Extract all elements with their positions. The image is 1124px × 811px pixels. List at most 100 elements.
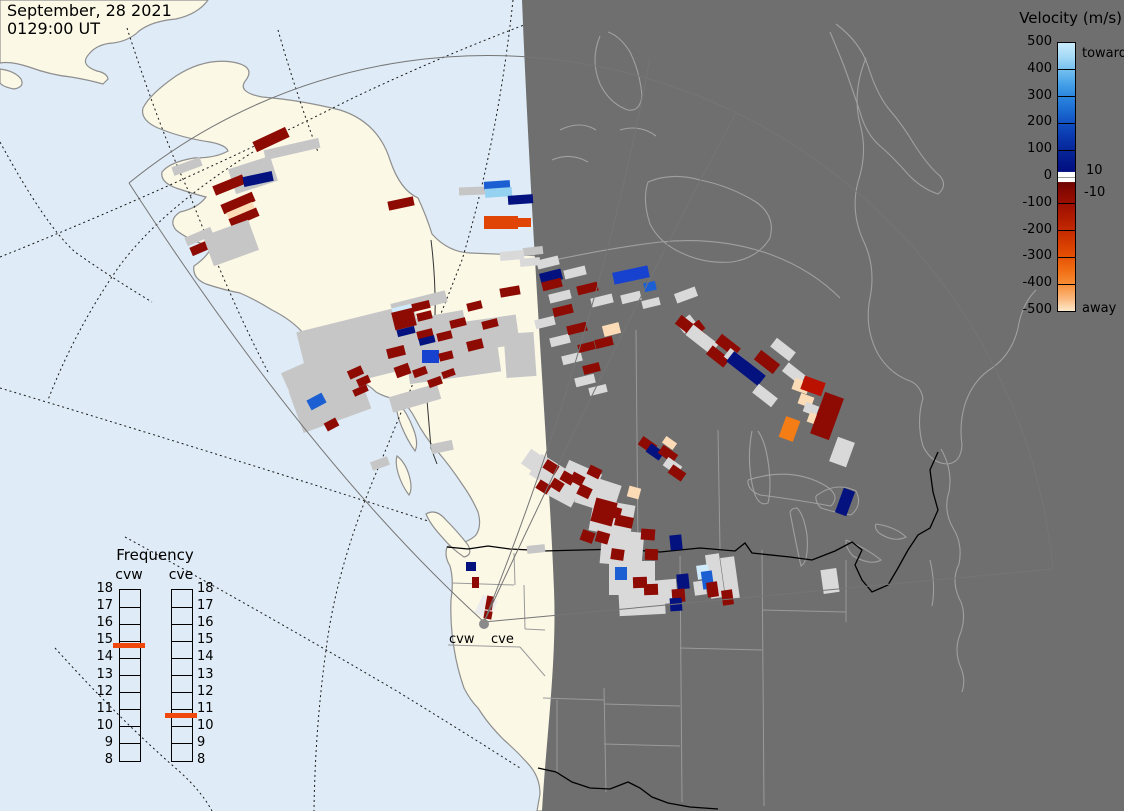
freq-tick-label-left: 16 — [96, 615, 113, 631]
islet — [0, 68, 23, 90]
frequency-legend: Frequency cvw cve 18 18 17 17 16 16 15 15 14 14 13… — [70, 540, 250, 780]
freq-tick-label-right: 14 — [197, 649, 214, 665]
freq-tick-label-right: 16 — [197, 615, 214, 631]
plus-threshold-label: 10 — [1086, 163, 1103, 178]
velocity-tick-label: -100 — [1022, 194, 1052, 210]
freq-scale-tick — [172, 606, 192, 608]
se-alaska-islands — [395, 399, 418, 453]
frequency-legend-title: Frequency — [116, 546, 194, 564]
freq-tick-label-left: 18 — [96, 581, 113, 596]
velocity-tick-label: 300 — [1027, 87, 1052, 103]
freq-tick-label-left: 10 — [96, 717, 113, 733]
colorbar-tick-line — [1058, 149, 1075, 151]
velocity-tick-label: -500 — [1022, 302, 1052, 317]
night-borders — [537, 451, 939, 810]
minus-threshold-label: -10 — [1084, 185, 1106, 200]
site-label-cve: cve — [491, 632, 514, 647]
velocity-cell-bb — [421, 349, 439, 363]
colorbar-tick-line — [1058, 283, 1075, 285]
freq-scale-tick — [172, 743, 192, 745]
date-line: September, 28 2021 — [7, 1, 172, 20]
velocity-cell-b — [615, 566, 627, 580]
velocity-tick-label: -300 — [1022, 248, 1052, 264]
velocity-legend: Velocity (m/s) 500 400 300 200 100 0 -100 -200 -… — [1000, 0, 1124, 340]
night-coastlines — [544, 23, 1037, 693]
freq-marker-cvw — [113, 642, 145, 648]
freq-scale-tick — [120, 709, 140, 711]
fov-outer-arc — [128, 55, 1054, 570]
colorbar-tick-line — [1058, 203, 1075, 205]
velocity-cell-or — [507, 217, 531, 227]
freq-scale-tick — [172, 692, 192, 694]
freq-scale-tick — [120, 675, 140, 676]
time-line: 0129:00 UT — [7, 18, 101, 38]
site-label-cvw: cvw — [449, 632, 475, 647]
colorbar-tick-line — [1058, 230, 1075, 232]
freq-scale-tick — [172, 675, 192, 676]
velocity-legend-title: Velocity (m/s) — [1019, 9, 1122, 27]
freq-tick-label-left: 14 — [96, 649, 113, 665]
graticule — [0, 0, 549, 811]
velocity-tick-label: 500 — [1027, 34, 1052, 49]
freq-tick-label-left: 9 — [104, 734, 113, 750]
colorbar-tick-line — [1058, 69, 1075, 71]
velocity-cell-dr — [471, 576, 479, 588]
freq-tick-label-right: 10 — [197, 717, 214, 733]
cve-fov-left-edge — [483, 114, 736, 623]
vancouver-island — [425, 511, 471, 558]
freq-tick-label-left: 17 — [96, 598, 113, 614]
zero-line — [1058, 176, 1075, 178]
colorbar-tick-line — [1058, 122, 1075, 124]
freq-tick-label-right: 13 — [197, 666, 214, 682]
freq-tick-label-right: 17 — [197, 598, 214, 614]
freq-scale-tick — [120, 640, 140, 642]
velocity-tick-label: 400 — [1027, 60, 1052, 76]
colorbar-zero-band — [1058, 172, 1075, 182]
freq-tick-label-right: 9 — [197, 734, 206, 750]
velocity-tick-label: -200 — [1022, 221, 1052, 237]
colorbar-tick-line — [1058, 96, 1075, 98]
freq-tick-label-left: 8 — [104, 752, 113, 767]
freq-tick-label-right: 15 — [197, 632, 214, 648]
freq-tick-label-left: 15 — [96, 632, 113, 648]
chukotka-land — [0, 0, 209, 85]
velocity-tick-label: 100 — [1027, 141, 1052, 157]
toward-label: toward — [1082, 46, 1124, 61]
freq-tick-label-left: 11 — [96, 700, 113, 716]
timestamp: September, 28 2021 0129:00 UT — [7, 2, 172, 38]
freq-tick-label-left: 13 — [96, 666, 113, 682]
velocity-cell-n — [466, 561, 476, 571]
freq-scale-tick — [120, 657, 140, 659]
away-label: away — [1082, 301, 1117, 316]
velocity-colorbar — [1057, 42, 1076, 312]
colorbar-tick-line — [1058, 256, 1075, 258]
freq-tick-label-left: 12 — [96, 683, 113, 699]
haida-gwaii — [395, 455, 412, 497]
freq-scale-tick — [172, 640, 192, 642]
velocity-tick-label: 200 — [1027, 114, 1052, 130]
freq-scale-tick — [172, 726, 192, 728]
freq-scale-tick — [120, 726, 140, 728]
cvw-fov-right-edge — [483, 57, 651, 623]
freq-scale-tick — [120, 606, 140, 608]
freq-col-label-cve: cve — [168, 567, 194, 583]
velocity-tick-label: -400 — [1022, 275, 1052, 291]
freq-scale-cve — [171, 589, 193, 762]
velocity-tick-label: 0 — [1043, 168, 1052, 183]
freq-tick-label-right: 11 — [197, 700, 214, 716]
freq-scale-tick — [120, 743, 140, 745]
freq-scale-tick — [172, 709, 192, 711]
freq-tick-label-right: 18 — [197, 581, 214, 596]
radar-site-dot — [479, 619, 489, 629]
freq-tick-label-right: 8 — [197, 752, 206, 767]
freq-tick-label-right: 12 — [197, 683, 214, 699]
freq-scale-tick — [120, 623, 140, 625]
freq-scale-tick — [120, 692, 140, 694]
cvw-fov-left-edge — [128, 182, 485, 623]
freq-scale-cvw — [119, 589, 141, 762]
freq-col-label-cvw: cvw — [115, 567, 143, 583]
